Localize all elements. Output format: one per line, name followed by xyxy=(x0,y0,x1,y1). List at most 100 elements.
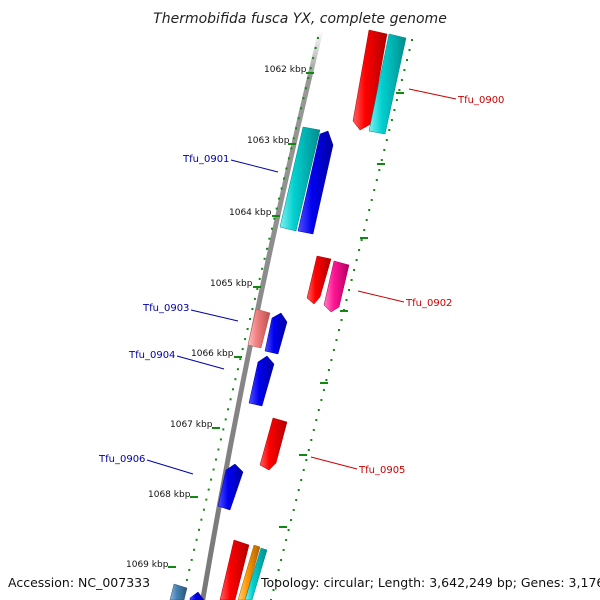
scale-dot xyxy=(305,459,308,461)
scale-dot xyxy=(360,239,363,241)
scale-dot xyxy=(325,379,328,381)
scale-dot xyxy=(283,177,285,180)
scale-dot xyxy=(212,468,215,471)
scale-dot xyxy=(261,267,264,270)
scale-dot xyxy=(400,79,403,81)
gene-label-tfu-0902[interactable]: Tfu_0902 xyxy=(405,298,452,309)
genome-summary-text: Topology: circular; Length: 3,642,249 bp… xyxy=(260,575,600,590)
scale-tick-label: 1066 kbp xyxy=(191,349,234,359)
gene-arrow-tfu-0904[interactable] xyxy=(248,355,275,407)
gene-arrow-cyan[interactable] xyxy=(244,547,268,600)
gene-arrow-orange[interactable] xyxy=(237,544,261,600)
gene-label-tfu-0903[interactable]: Tfu_0903 xyxy=(142,303,189,314)
scale-dot xyxy=(210,478,213,481)
scale-dot xyxy=(246,328,249,330)
gene-arrow-tfu-0903[interactable] xyxy=(264,312,288,355)
gene-arrow-tfu-0902-product[interactable] xyxy=(323,260,350,313)
scale-dot xyxy=(378,169,381,171)
gene-arrow-blue[interactable] xyxy=(189,591,205,600)
scale-dot xyxy=(195,538,198,541)
scale-dot xyxy=(270,227,273,230)
scale-dot xyxy=(335,339,338,341)
gene-arrow-tfu-0900-product[interactable] xyxy=(368,33,407,135)
scale-dot xyxy=(202,508,205,511)
scale-dot xyxy=(241,348,244,351)
scale-dot xyxy=(277,569,280,571)
gene-arrow-tfu-0901[interactable] xyxy=(297,130,334,235)
scale-dot xyxy=(385,139,388,141)
scale-dot xyxy=(406,59,408,61)
gene-arrow-tfu-0905[interactable] xyxy=(259,417,288,471)
scale-dot xyxy=(330,359,333,361)
scale-dot xyxy=(287,529,290,531)
scale-dot xyxy=(224,418,227,421)
gene-arrow-tfu-0900[interactable] xyxy=(352,29,388,131)
scale-dot xyxy=(232,388,234,391)
gene-label-leaders xyxy=(146,88,457,475)
scale-tick-label: 1063 kbp xyxy=(247,136,290,146)
scale-dot xyxy=(239,358,242,361)
scale-dot xyxy=(375,179,378,181)
scale-dot xyxy=(280,559,283,561)
leader-line xyxy=(146,459,194,475)
scale-dot xyxy=(297,117,300,120)
scale-dot xyxy=(315,419,318,421)
scale-dot xyxy=(312,429,315,431)
gene-arrow-red[interactable] xyxy=(219,539,250,600)
gene-arrow-tfu-0902[interactable] xyxy=(306,255,332,305)
gene-arrow-tfu-0906[interactable] xyxy=(217,463,244,511)
scale-dot xyxy=(200,518,203,521)
gene-arrow-steelblue[interactable] xyxy=(169,583,188,600)
gene-arrow-tfu-0903-product[interactable] xyxy=(247,308,271,349)
scale-dot xyxy=(198,528,200,531)
gene-label-tfu-0905[interactable]: Tfu_0905 xyxy=(358,465,405,476)
scale-dot xyxy=(368,209,371,211)
scale-dot xyxy=(307,449,310,451)
scale-dot xyxy=(297,489,300,491)
scale-dot xyxy=(350,279,353,281)
scale-dot xyxy=(215,458,217,461)
scale-dot xyxy=(393,109,396,111)
leader-line xyxy=(190,309,239,322)
scale-dot xyxy=(312,57,315,60)
scale-dot xyxy=(395,99,398,101)
scale-dot xyxy=(383,149,386,151)
scale-dot xyxy=(275,579,277,581)
scale-dot xyxy=(309,67,312,70)
scale-dot xyxy=(295,127,298,130)
scale-ticks: 1062 kbp 1063 kbp 1064 kbp 1065 kbp 1066… xyxy=(126,65,404,570)
scale-dot xyxy=(327,369,330,371)
scale-dot xyxy=(388,129,391,131)
scale-dot xyxy=(292,509,295,511)
scale-dot xyxy=(263,257,266,260)
scale-dot xyxy=(320,399,323,401)
scale-dot xyxy=(307,77,310,80)
scale-dot xyxy=(370,199,373,201)
scale-dot xyxy=(193,548,196,551)
scale-dot xyxy=(282,549,285,551)
scale-dot xyxy=(290,519,293,521)
scale-dot xyxy=(292,137,295,140)
scale-dot xyxy=(244,338,247,341)
scale-dot xyxy=(380,159,383,161)
leader-line xyxy=(176,355,225,370)
scale-dot xyxy=(285,167,288,170)
gene-label-tfu-0906[interactable]: Tfu_0906 xyxy=(98,454,145,465)
scale-dot xyxy=(249,318,251,320)
gene-label-tfu-0900[interactable]: Tfu_0900 xyxy=(457,95,504,106)
gene-label-tfu-0904[interactable]: Tfu_0904 xyxy=(128,350,175,361)
scale-dot xyxy=(353,269,356,271)
scale-dot xyxy=(222,428,225,431)
scale-dot xyxy=(207,488,210,491)
scale-dot xyxy=(317,37,319,39)
scale-dot xyxy=(302,469,305,471)
scale-dot xyxy=(340,319,343,321)
leader-line xyxy=(357,290,405,303)
gene-label-tfu-0901[interactable]: Tfu_0901 xyxy=(182,154,229,165)
gene-arrow-tfu-0901-product[interactable] xyxy=(279,126,321,232)
scale-dot xyxy=(256,287,259,290)
scale-dot xyxy=(345,299,348,301)
scale-dot xyxy=(234,378,237,381)
scale-dot xyxy=(205,498,208,501)
